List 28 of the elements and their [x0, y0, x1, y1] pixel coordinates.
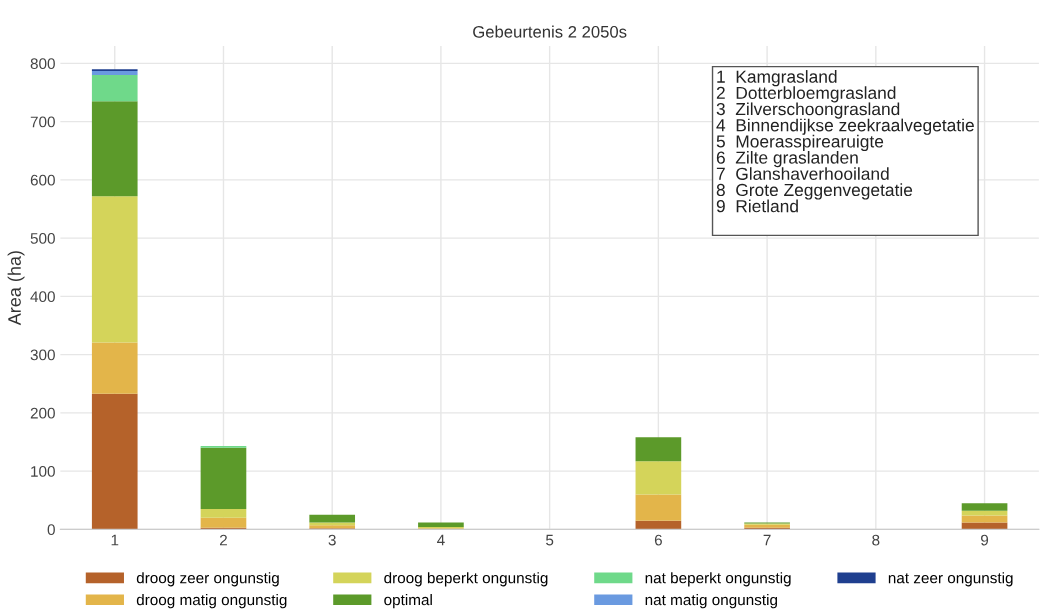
x-tick-label: 8: [872, 534, 880, 546]
legend-label: nat zeer ongunstig: [888, 572, 1013, 587]
y-tick-label: 700: [30, 116, 55, 128]
x-tick-label: 9: [981, 534, 989, 546]
x-tick-label: 6: [654, 534, 662, 546]
chart-title: Gebeurtenis 2 2050s: [473, 25, 627, 38]
x-tick-label: 3: [328, 534, 336, 546]
x-tick-label: 7: [763, 534, 771, 546]
y-axis-title: Area (ha): [7, 251, 25, 326]
x-tick-label: 1: [111, 534, 119, 546]
legend-label: droog zeer ongunstig: [136, 572, 279, 587]
x-tick-label: 5: [546, 534, 554, 546]
y-tick-label: 400: [30, 291, 55, 303]
y-tick-label: 200: [30, 407, 55, 419]
y-tick-label: 300: [30, 349, 55, 361]
legend-label: droog beperkt ongunstig: [384, 572, 548, 587]
x-tick-label: 2: [219, 534, 227, 546]
text: 1 Kamgrasland 2 Dotterbloemgrasland 3 Zilverschoongrasland 4 Binnendijkse zeekraalvegetatie 5 Moerasspirearuigte 6 Zilte graslanden 7 Glanshaverhooiland 8 Grote Zeggenvegetatie 9 Rietland: [716, 70, 974, 213]
y-tick-label: 600: [30, 174, 55, 186]
y-tick-label: 100: [31, 466, 55, 477]
legend-label: droog matig ongunstig: [136, 594, 287, 609]
legend-label: nat matig ongunstig: [645, 594, 777, 609]
x-tick-label: 4: [437, 534, 445, 546]
y-tick-label: 800: [30, 58, 55, 70]
y-tick-label: 0: [47, 524, 55, 536]
y-tick-label: 500: [30, 232, 55, 244]
legend-label: nat beperkt ongunstig: [645, 572, 791, 587]
legend-label: optimal: [384, 594, 432, 609]
